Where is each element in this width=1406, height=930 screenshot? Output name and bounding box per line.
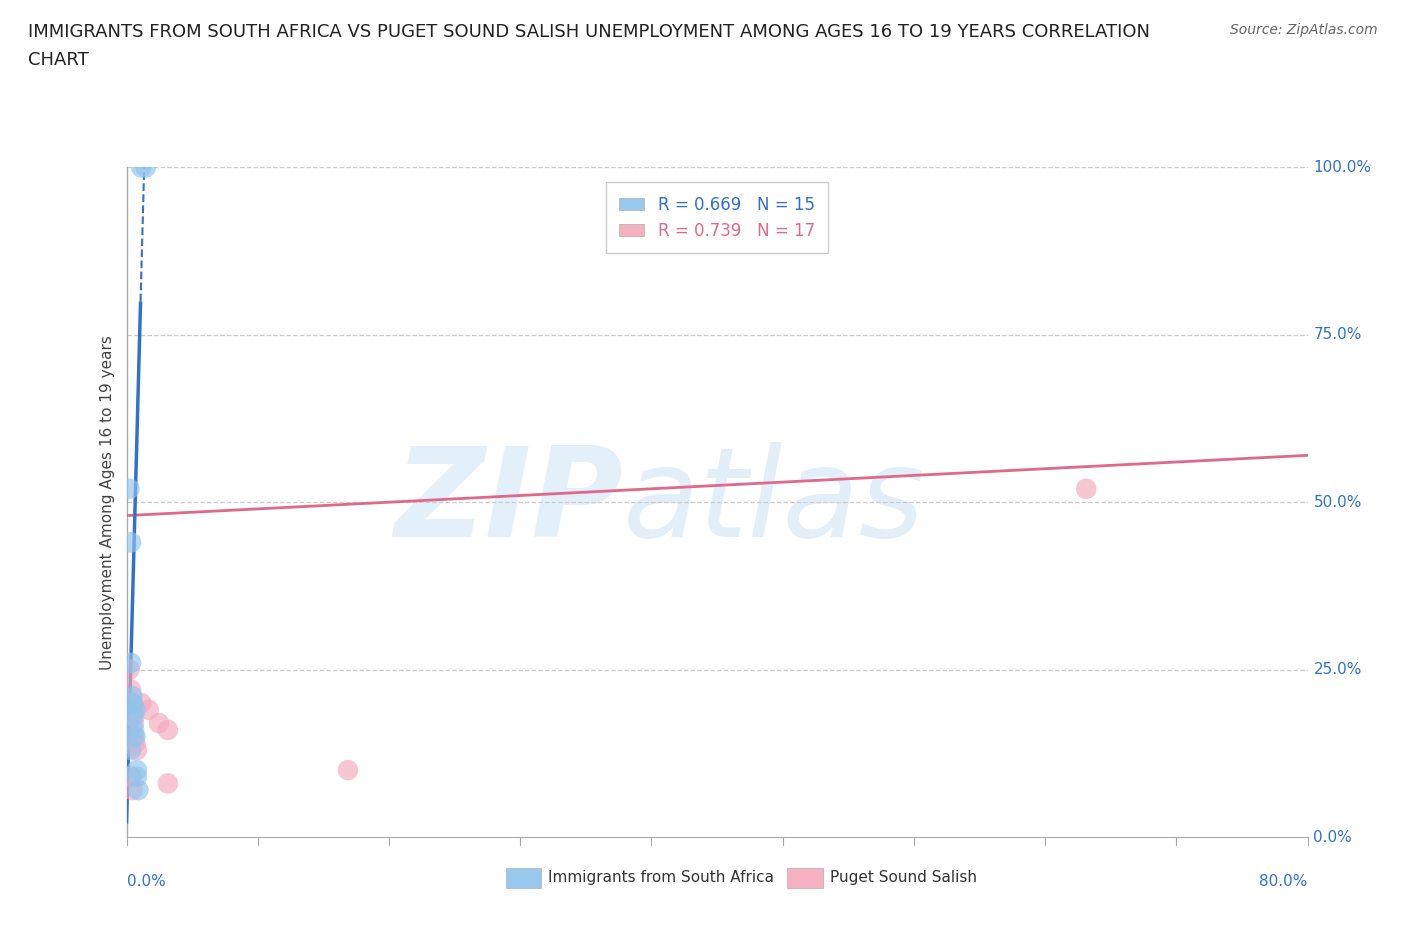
- Point: [121, 783, 143, 798]
- Point: [121, 689, 143, 704]
- Point: [156, 776, 179, 790]
- Point: [125, 763, 148, 777]
- Point: [122, 716, 145, 731]
- Point: [127, 783, 149, 798]
- Point: [135, 160, 157, 175]
- Point: [129, 160, 153, 175]
- Text: 0.0%: 0.0%: [1313, 830, 1353, 844]
- Point: [120, 535, 142, 550]
- Point: [1076, 482, 1098, 497]
- Point: [121, 709, 143, 724]
- Point: [125, 742, 148, 757]
- Point: [120, 769, 142, 784]
- Text: CHART: CHART: [28, 51, 89, 69]
- Point: [121, 696, 143, 711]
- Point: [120, 742, 142, 757]
- Point: [148, 716, 170, 731]
- Legend: R = 0.669   N = 15, R = 0.739   N = 17: R = 0.669 N = 15, R = 0.739 N = 17: [606, 182, 828, 254]
- Y-axis label: Unemployment Among Ages 16 to 19 years: Unemployment Among Ages 16 to 19 years: [100, 335, 115, 670]
- Point: [124, 702, 146, 717]
- Point: [121, 696, 143, 711]
- Point: [120, 656, 142, 671]
- Text: IMMIGRANTS FROM SOUTH AFRICA VS PUGET SOUND SALISH UNEMPLOYMENT AMONG AGES 16 TO: IMMIGRANTS FROM SOUTH AFRICA VS PUGET SO…: [28, 23, 1150, 41]
- Text: Immigrants from South Africa: Immigrants from South Africa: [548, 870, 775, 885]
- Point: [156, 723, 179, 737]
- Point: [122, 723, 145, 737]
- Point: [122, 729, 145, 744]
- Point: [120, 683, 142, 698]
- Text: 100.0%: 100.0%: [1313, 160, 1371, 175]
- Point: [138, 702, 160, 717]
- Point: [125, 769, 148, 784]
- Point: [124, 729, 146, 744]
- Point: [337, 763, 360, 777]
- Text: atlas: atlas: [623, 442, 925, 563]
- Point: [118, 482, 141, 497]
- Text: 75.0%: 75.0%: [1313, 327, 1362, 342]
- Text: Source: ZipAtlas.com: Source: ZipAtlas.com: [1230, 23, 1378, 37]
- Text: 0.0%: 0.0%: [127, 874, 166, 889]
- Text: 80.0%: 80.0%: [1260, 874, 1308, 889]
- Point: [122, 709, 145, 724]
- Point: [124, 736, 146, 751]
- Text: ZIP: ZIP: [394, 442, 623, 563]
- Text: Puget Sound Salish: Puget Sound Salish: [830, 870, 977, 885]
- Text: 50.0%: 50.0%: [1313, 495, 1362, 510]
- Point: [129, 696, 153, 711]
- Text: 25.0%: 25.0%: [1313, 662, 1362, 677]
- Point: [118, 662, 141, 677]
